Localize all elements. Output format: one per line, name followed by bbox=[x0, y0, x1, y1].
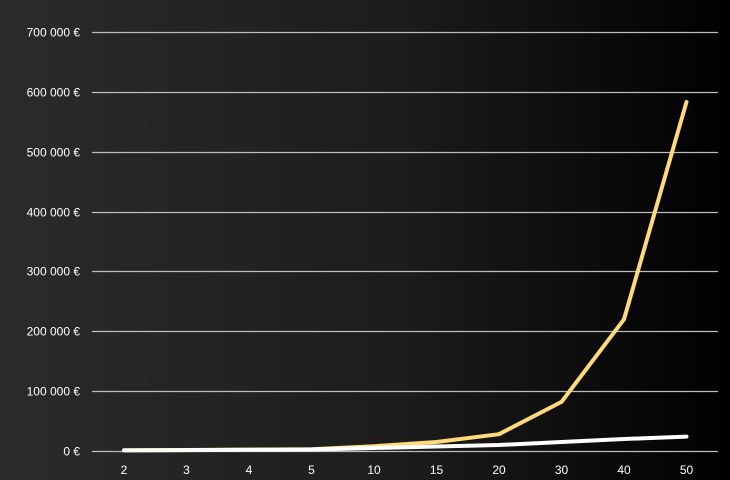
y-tick-label: 200 000 € bbox=[27, 325, 81, 339]
y-tick-label: 500 000 € bbox=[27, 146, 81, 160]
y-axis-labels: 0 € 100 000 € 200 000 € 300 000 € 400 000 € 5… bbox=[27, 26, 81, 459]
series-layer bbox=[122, 100, 689, 453]
series-line-2 bbox=[122, 434, 689, 453]
y-tick-label: 100 000 € bbox=[27, 385, 81, 399]
y-tick-label: 600 000 € bbox=[27, 86, 81, 100]
x-tick-label: 15 bbox=[430, 463, 444, 477]
x-tick-label: 30 bbox=[555, 463, 569, 477]
x-tick-label: 40 bbox=[617, 463, 631, 477]
x-tick-label: 50 bbox=[680, 463, 694, 477]
x-tick-label: 3 bbox=[183, 463, 190, 477]
x-tick-label: 10 bbox=[367, 463, 381, 477]
y-tick-label: 0 € bbox=[63, 445, 80, 459]
grid-layer bbox=[92, 31, 718, 453]
y-tick-label: 700 000 € bbox=[27, 26, 81, 40]
y-tick-label: 300 000 € bbox=[27, 265, 81, 279]
x-tick-label: 20 bbox=[492, 463, 506, 477]
series-line-1 bbox=[122, 100, 689, 453]
x-tick-label: 4 bbox=[246, 463, 253, 477]
y-tick-label: 400 000 € bbox=[27, 206, 81, 220]
x-tick-label: 2 bbox=[121, 463, 128, 477]
x-axis-labels: 2 3 4 5 10 15 20 30 40 50 bbox=[121, 463, 694, 477]
x-tick-label: 5 bbox=[308, 463, 315, 477]
